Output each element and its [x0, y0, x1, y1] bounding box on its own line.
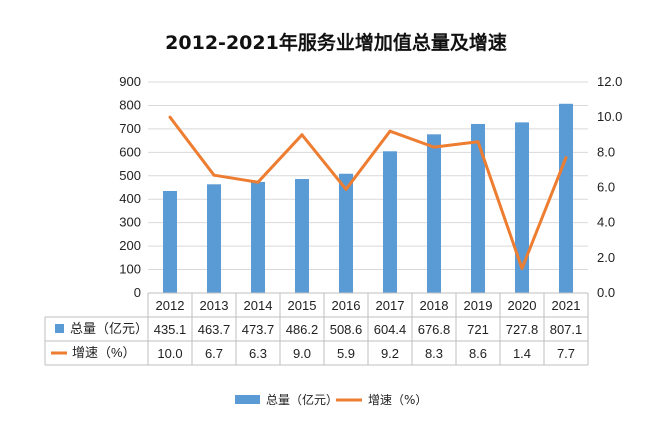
left-axis-tick-label: 700: [119, 121, 141, 136]
growth-rate-point-2021: [564, 156, 568, 160]
data-label-total-2013: 463.7: [198, 322, 231, 337]
growth-rate-point-2015: [300, 133, 304, 137]
category-label: 2019: [464, 298, 493, 313]
category-label: 2012: [156, 298, 185, 313]
bar-2015: [295, 179, 309, 293]
category-label: 2017: [376, 298, 405, 313]
right-axis-tick-label: 8.0: [597, 144, 615, 159]
right-axis-ticks: 0.0 2.0 4.0 6.0 8.0 10.0 12.0: [597, 74, 622, 300]
category-label: 2018: [420, 298, 449, 313]
growth-rate-point-2018: [432, 145, 436, 149]
data-label-growth-2016: 5.9: [337, 346, 355, 361]
data-label-growth-2020: 1.4: [513, 346, 531, 361]
right-axis-tick-label: 0.0: [597, 285, 615, 300]
table-row-label-growth: 增速（%）: [72, 345, 136, 360]
left-axis-tick-label: 800: [119, 97, 141, 112]
data-label-total-2015: 486.2: [286, 322, 319, 337]
data-label-growth-2019: 8.6: [469, 346, 487, 361]
left-axis-tick-label: 300: [119, 215, 141, 230]
data-label-total-2020: 727.8: [506, 322, 539, 337]
bar-2018: [427, 134, 441, 293]
growth-rate-point-2014: [256, 180, 260, 184]
category-label: 2020: [508, 298, 537, 313]
bar-series: [163, 103, 573, 294]
bar-2013: [207, 184, 221, 293]
right-axis-tick-label: 2.0: [597, 250, 615, 265]
data-label-total-2017: 604.4: [374, 322, 407, 337]
category-label: 2013: [200, 298, 229, 313]
category-label: 2014: [244, 298, 273, 313]
bar-2016: [339, 173, 353, 293]
data-table: 2012 2013 2014 2015 2016 2017 2018 2019 2020 2021…: [44, 292, 589, 366]
right-axis-tick-label: 12.0: [597, 74, 622, 89]
growth-rate-point-2012: [168, 115, 172, 119]
growth-rate-line: [168, 116, 568, 270]
bar-2014: [251, 181, 265, 293]
data-label-total-2016: 508.6: [330, 322, 363, 337]
left-axis-tick-label: 500: [119, 168, 141, 183]
legend-label-growth: 增速（%）: [368, 393, 427, 407]
right-axis-tick-label: 4.0: [597, 215, 615, 230]
data-label-growth-2017: 9.2: [381, 346, 399, 361]
data-label-total-2019: 721: [467, 322, 489, 337]
left-axis-tick-label: 600: [119, 144, 141, 159]
chart-title: 2012-2021年服务业增加值总量及增速: [165, 31, 507, 54]
left-axis-tick-label: 0: [134, 285, 141, 300]
legend-swatch-total: [235, 395, 260, 404]
category-label: 2015: [288, 298, 317, 313]
growth-rate-point-2016: [344, 187, 348, 191]
data-label-total-2012: 435.1: [154, 322, 187, 337]
line-series: [168, 115, 568, 270]
data-label-growth-2018: 8.3: [425, 346, 443, 361]
table-swatch-total: [55, 324, 64, 333]
data-label-total-2014: 473.7: [242, 322, 275, 337]
bar-2012: [163, 190, 177, 293]
left-axis-tick-label: 200: [119, 238, 141, 253]
category-label: 2016: [332, 298, 361, 313]
data-label-growth-2013: 6.7: [205, 346, 223, 361]
data-label-growth-2021: 7.7: [557, 346, 575, 361]
bar-2017: [383, 151, 397, 293]
growth-rate-point-2017: [388, 129, 392, 133]
data-label-total-2021: 807.1: [550, 322, 583, 337]
bar-2020: [515, 122, 529, 293]
growth-rate-point-2013: [212, 173, 216, 177]
data-label-growth-2015: 9.0: [293, 346, 311, 361]
right-axis-tick-label: 6.0: [597, 180, 615, 195]
growth-rate-point-2020: [520, 266, 524, 270]
legend: 总量（亿元） 增速（%）: [235, 392, 427, 407]
legend-label-total: 总量（亿元）: [266, 392, 338, 407]
data-label-growth-2014: 6.3: [249, 346, 267, 361]
data-label-total-2018: 676.8: [418, 322, 451, 337]
left-axis-tick-label: 400: [119, 191, 141, 206]
bar-2021: [559, 103, 573, 293]
right-axis-tick-label: 10.0: [597, 109, 622, 124]
category-label: 2021: [552, 298, 581, 313]
bar-2019: [471, 123, 485, 294]
data-label-growth-2012: 10.0: [157, 346, 182, 361]
left-axis-tick-label: 100: [119, 262, 141, 277]
table-row-label-total: 总量（亿元）: [70, 321, 148, 336]
left-axis-ticks: 0 100 200 300 400 500 600 700 800 900: [119, 74, 141, 300]
left-axis-tick-label: 900: [119, 74, 141, 89]
growth-rate-point-2019: [476, 140, 480, 144]
